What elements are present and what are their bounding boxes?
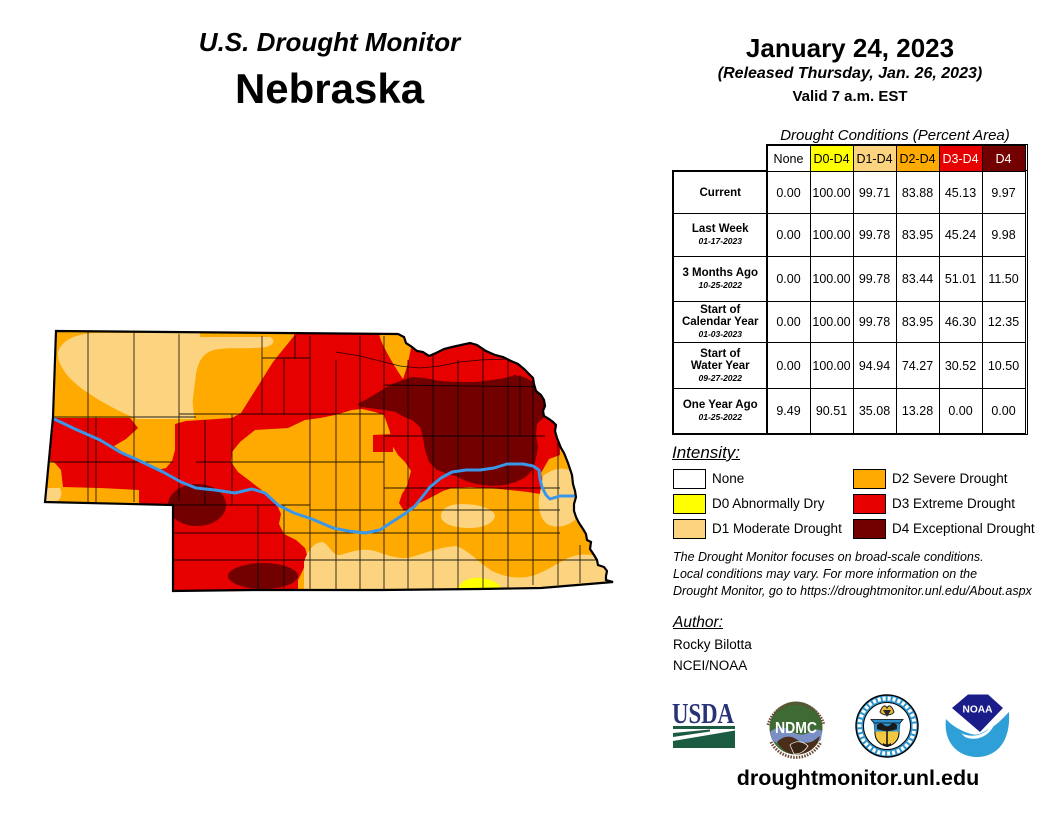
svg-text:NOAA: NOAA bbox=[963, 705, 993, 716]
svg-text:NDMC: NDMC bbox=[775, 720, 817, 737]
svg-text:USDA: USDA bbox=[672, 699, 735, 730]
